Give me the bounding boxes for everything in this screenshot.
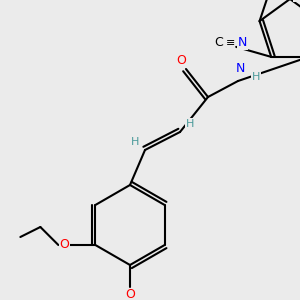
Text: H: H bbox=[131, 137, 139, 147]
Text: H: H bbox=[252, 72, 260, 82]
Text: O: O bbox=[59, 238, 69, 251]
Text: N: N bbox=[235, 62, 245, 76]
Text: N: N bbox=[238, 36, 247, 50]
Text: H: H bbox=[186, 119, 194, 129]
Text: O: O bbox=[125, 289, 135, 300]
Text: O: O bbox=[176, 55, 186, 68]
Text: C: C bbox=[214, 36, 223, 50]
Text: ≡: ≡ bbox=[226, 38, 235, 48]
Text: S: S bbox=[294, 0, 300, 2]
